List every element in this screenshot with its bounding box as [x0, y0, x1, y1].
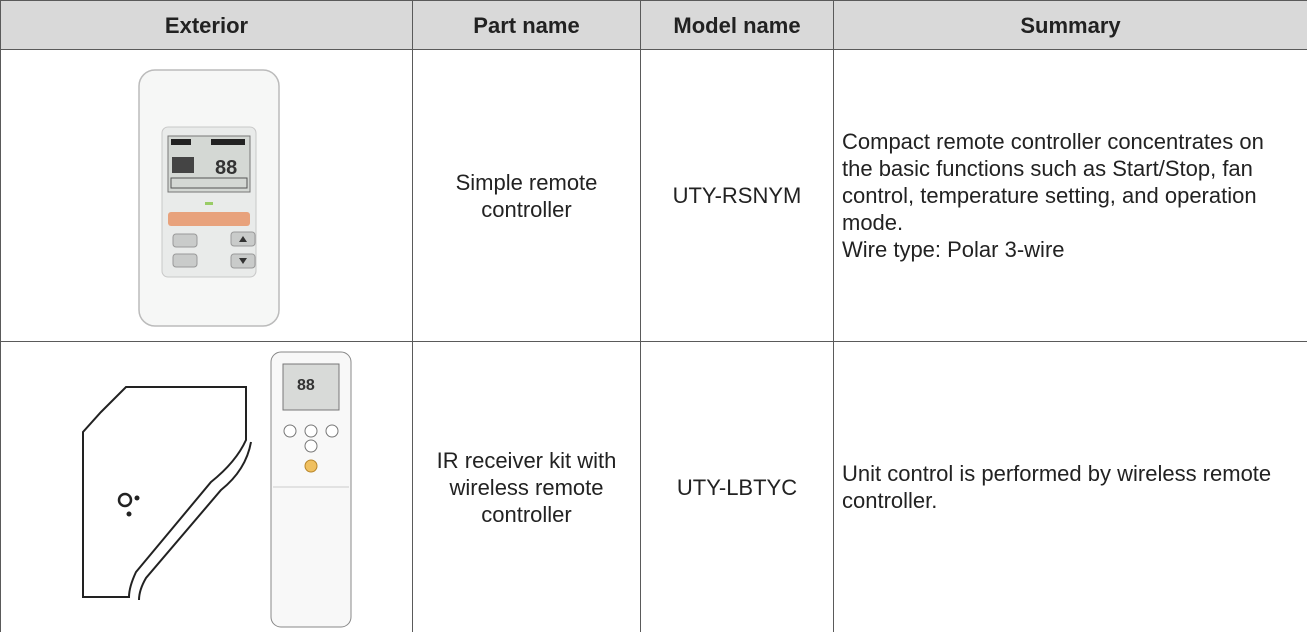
model-name: UTY-LBTYC — [641, 342, 834, 632]
svg-text:88: 88 — [215, 157, 237, 179]
summary-cell: Unit control is performed by wireless re… — [834, 342, 1307, 632]
header-cell: Model name — [641, 1, 834, 50]
summary-text: Unit control is performed by wireless re… — [842, 460, 1299, 514]
ir-kit-image: 88 — [1, 342, 412, 632]
model-name: UTY-RSNYM — [641, 50, 834, 342]
table-row: 88 IR receiver kit with wireless remote … — [1, 342, 1307, 632]
wired-remote-image: 88 — [1, 50, 412, 341]
svg-text:88: 88 — [297, 377, 315, 394]
part-name: Simple remote controller — [413, 50, 641, 342]
part-name: IR receiver kit with wireless remote con… — [413, 342, 641, 632]
exterior-cell: 88 — [1, 342, 413, 632]
header-row: Exterior Part name Model name Summary — [1, 1, 1307, 50]
summary-text: Wire type: Polar 3-wire — [842, 236, 1299, 263]
summary-cell: Compact remote controller concentrates o… — [834, 50, 1307, 342]
header-cell: Part name — [413, 1, 641, 50]
header-cell: Summary — [834, 1, 1307, 50]
summary-text: Compact remote controller concentrates o… — [842, 128, 1299, 236]
table-row: 88 Simple remote controller UTY-RSNYM Co… — [1, 50, 1307, 342]
exterior-cell: 88 — [1, 50, 413, 342]
header-cell: Exterior — [1, 1, 413, 50]
